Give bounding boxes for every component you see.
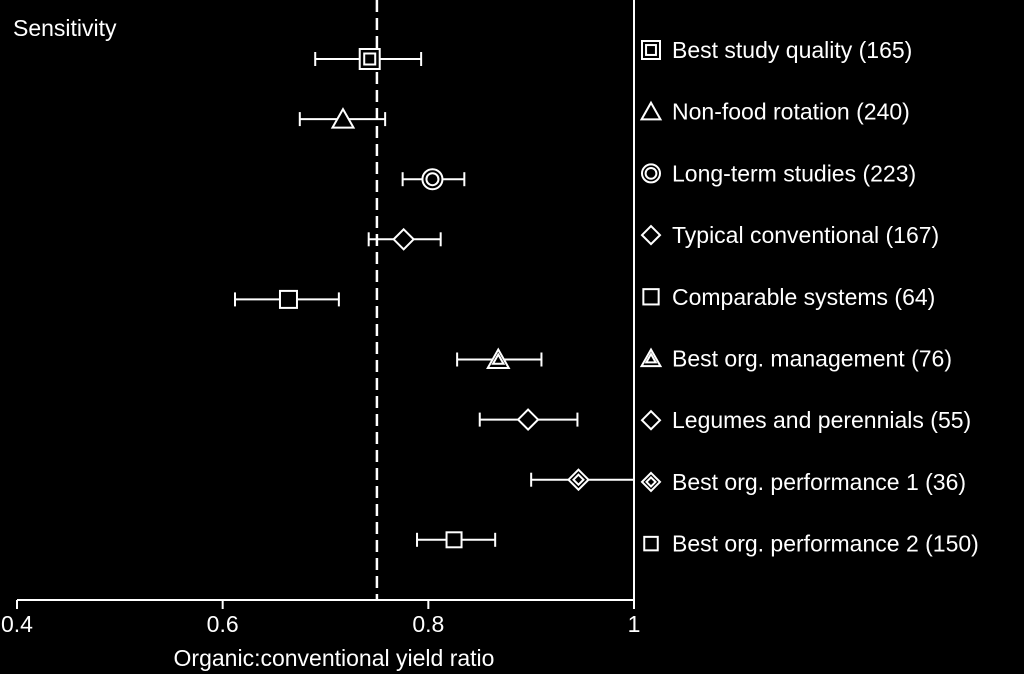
legend-label: Comparable systems (64) [672, 284, 935, 310]
legend-label: Best org. performance 2 (150) [672, 531, 979, 557]
legend-marker [639, 100, 663, 121]
legend-marker [640, 471, 662, 493]
x-tick-label: 1 [628, 611, 641, 637]
legend-marker [639, 347, 663, 368]
data-point-marker [358, 48, 381, 70]
data-point-marker [278, 289, 298, 309]
legend-label: Legumes and perennials (55) [672, 407, 971, 433]
data-point-marker [421, 168, 444, 191]
x-tick-label: 0.4 [1, 611, 33, 637]
legend-marker [641, 163, 661, 184]
legend-marker [642, 288, 660, 306]
chart-title: Sensitivity [13, 15, 117, 41]
legend-label: Typical conventional (167) [672, 222, 939, 248]
legend-label: Best org. performance 1 (36) [672, 469, 966, 495]
data-point-marker [445, 531, 463, 549]
legend-marker [640, 409, 662, 431]
legend-label: Non-food rotation (240) [672, 99, 910, 125]
legend-label: Best org. management (76) [672, 346, 952, 372]
legend-label: Long-term studies (223) [672, 160, 916, 186]
data-point-marker [567, 468, 590, 492]
data-point-marker [516, 408, 540, 432]
x-axis-label: Organic:conventional yield ratio [174, 645, 495, 671]
legend-marker [640, 224, 662, 246]
legend-marker [641, 40, 661, 60]
data-point-marker [392, 227, 416, 251]
data-point-marker [486, 347, 511, 369]
legend-marker [643, 535, 659, 552]
x-tick-label: 0.6 [207, 611, 239, 637]
data-point-marker [330, 107, 356, 129]
legend-label: Best study quality (165) [672, 37, 912, 63]
x-tick-label: 0.8 [412, 611, 444, 637]
